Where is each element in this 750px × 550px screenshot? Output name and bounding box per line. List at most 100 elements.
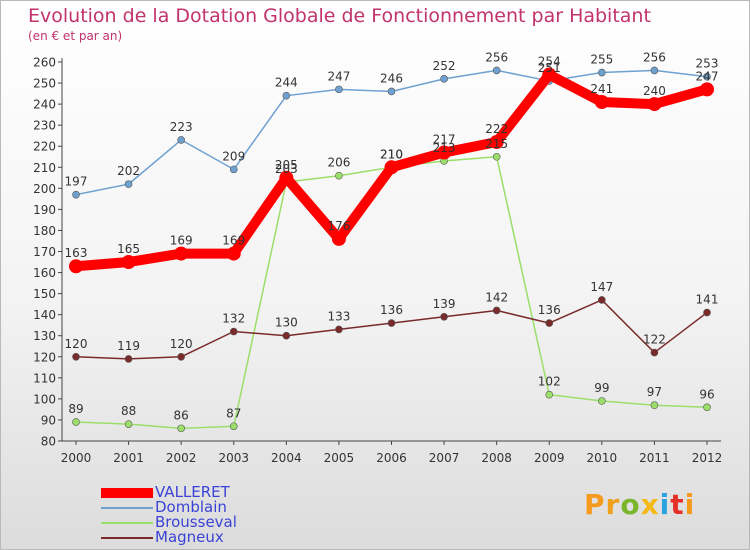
x-tick-label: 2008 — [481, 451, 512, 465]
data-label: 120 — [170, 337, 193, 351]
data-label: 120 — [65, 337, 88, 351]
data-point — [384, 160, 399, 175]
y-tick-label: 240 — [33, 98, 56, 112]
data-label: 251 — [538, 61, 561, 75]
data-label: 213 — [433, 141, 456, 155]
x-tick-label: 2010 — [587, 451, 618, 465]
data-label: 139 — [433, 297, 456, 311]
data-point — [335, 325, 343, 334]
data-point — [545, 390, 554, 399]
data-point — [279, 170, 294, 185]
data-point — [72, 418, 80, 426]
data-label: 210 — [380, 147, 403, 161]
data-label: 88 — [121, 404, 136, 418]
data-label: 254 — [538, 55, 561, 69]
data-point — [650, 401, 659, 410]
legend-label: Brousseval — [155, 513, 237, 531]
y-tick-label: 150 — [33, 287, 56, 301]
y-tick-label: 190 — [33, 203, 56, 217]
y-tick-label: 200 — [33, 182, 56, 196]
data-label: 163 — [65, 246, 88, 260]
data-label: 169 — [222, 234, 245, 248]
data-label: 197 — [65, 175, 88, 189]
legend-item-brousseval: Brousseval — [101, 515, 237, 530]
legend-swatch — [101, 487, 153, 498]
data-label: 142 — [485, 290, 508, 304]
data-label: 130 — [275, 316, 298, 330]
x-tick-label: 2009 — [534, 451, 565, 465]
data-point — [703, 308, 711, 317]
data-label: 244 — [275, 76, 298, 90]
legend-swatch — [101, 536, 153, 539]
data-point — [177, 136, 185, 144]
x-tick-label: 2005 — [324, 451, 355, 465]
data-label: 223 — [170, 120, 193, 134]
data-label: 147 — [590, 280, 613, 294]
data-label: 247 — [696, 69, 719, 83]
data-label: 215 — [485, 137, 508, 151]
data-point — [226, 246, 241, 261]
data-point — [545, 319, 554, 327]
proxiti-logo: Proxiti — [584, 488, 696, 521]
data-point — [335, 85, 343, 94]
data-label: 96 — [699, 387, 714, 401]
data-label: 169 — [170, 234, 193, 248]
data-label: 99 — [594, 381, 609, 395]
data-point — [387, 319, 396, 327]
data-label: 97 — [647, 385, 662, 399]
data-point — [440, 75, 448, 83]
data-point — [440, 312, 448, 321]
data-label: 210 — [380, 147, 403, 161]
data-label: 206 — [327, 156, 350, 170]
data-label: 217 — [433, 133, 456, 147]
data-point — [177, 424, 185, 433]
data-label: 87 — [226, 406, 241, 420]
y-tick-label: 130 — [33, 329, 56, 343]
legend-label: VALLERET — [155, 483, 230, 501]
legend-item-valleret: VALLERET — [101, 485, 237, 500]
data-label: 209 — [222, 149, 245, 163]
y-tick-label: 170 — [33, 245, 56, 259]
data-point — [229, 327, 238, 336]
y-tick-label: 180 — [33, 224, 56, 238]
data-point — [387, 87, 396, 96]
data-point — [124, 355, 133, 363]
data-label: 255 — [590, 53, 613, 67]
data-point — [594, 95, 609, 110]
data-point — [650, 348, 659, 357]
data-point — [542, 67, 557, 82]
y-tick-label: 80 — [41, 435, 56, 449]
y-tick-label: 210 — [33, 161, 56, 175]
data-label: 247 — [327, 69, 350, 83]
legend-item-magneux: Magneux — [101, 530, 237, 545]
x-tick-label: 2004 — [271, 451, 302, 465]
data-label: 132 — [222, 312, 245, 326]
y-tick-label: 160 — [33, 266, 56, 280]
data-point — [492, 66, 501, 75]
data-label: 136 — [380, 303, 403, 317]
data-point — [598, 296, 606, 304]
legend-swatch — [101, 506, 153, 509]
x-tick-label: 2007 — [429, 451, 460, 465]
data-point — [335, 171, 343, 180]
y-tick-label: 140 — [33, 308, 56, 322]
data-point — [174, 246, 189, 261]
x-tick-label: 2012 — [692, 451, 723, 465]
x-tick-label: 2002 — [166, 451, 197, 465]
legend-swatch — [101, 521, 153, 524]
data-point — [703, 72, 711, 81]
data-point — [124, 420, 133, 428]
data-point — [229, 165, 238, 174]
x-tick-label: 2000 — [61, 451, 92, 465]
data-label: 86 — [174, 408, 189, 422]
data-point — [703, 403, 711, 412]
y-tick-label: 100 — [33, 392, 56, 406]
data-point — [282, 331, 291, 340]
chart-subtitle: (en € et par an) — [28, 29, 123, 43]
x-tick-label: 2001 — [113, 451, 144, 465]
data-label: 176 — [327, 219, 350, 233]
y-tick-label: 260 — [33, 56, 56, 70]
data-point — [69, 259, 83, 274]
legend-item-domblain: Domblain — [101, 500, 237, 515]
x-tick-label: 2003 — [218, 451, 249, 465]
